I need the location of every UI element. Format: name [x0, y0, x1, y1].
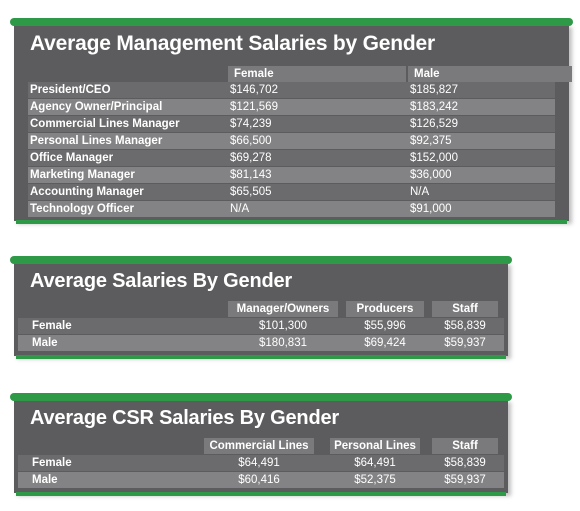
green-bottom-bar	[16, 492, 506, 496]
column-header-producers: Producers	[346, 301, 424, 317]
staff-value: $58,839	[444, 320, 486, 332]
table-row: President/CEO $146,702 $185,827	[28, 82, 555, 98]
row-label: Personal Lines Manager	[30, 135, 163, 147]
row-label: Office Manager	[30, 152, 114, 164]
male-value: $183,242	[410, 101, 458, 113]
male-value: N/A	[410, 186, 430, 198]
row-label: Accounting Manager	[30, 186, 144, 198]
row-label: Marketing Manager	[30, 169, 135, 181]
panel-title: Average Management Salaries by Gender	[30, 32, 435, 55]
table-row: Personal Lines Manager $66,500 $92,375	[28, 133, 555, 149]
panel-title: Average Salaries By Gender	[30, 270, 292, 292]
table-row: Male $60,416 $52,375 $59,937	[18, 472, 504, 488]
male-value: $126,529	[410, 118, 458, 130]
table-row: Technology Officer N/A $91,000	[28, 201, 555, 217]
staff-value: $59,937	[444, 337, 486, 349]
green-top-bar	[10, 393, 512, 401]
commercial-lines-value: $64,491	[238, 457, 280, 469]
row-label: Male	[32, 474, 58, 486]
table-row: Female $64,491 $64,491 $58,839	[18, 455, 504, 471]
table-row: Male $180,831 $69,424 $59,937	[18, 335, 504, 351]
table-row: Accounting Manager $65,505 N/A	[28, 184, 555, 200]
average-salaries-panel: Average Salaries By Gender Manager/Owner…	[10, 256, 512, 359]
row-label: Commercial Lines Manager	[30, 118, 180, 130]
green-top-bar	[10, 18, 573, 26]
green-top-bar	[10, 256, 512, 264]
table-header-row: Female Male	[28, 66, 572, 82]
management-salaries-panel: Average Management Salaries by Gender Fe…	[10, 18, 573, 224]
column-header-manager-owners: Manager/Owners	[228, 301, 338, 317]
row-label: Female	[32, 457, 72, 469]
column-header-female: Female	[228, 66, 406, 82]
table-row: Commercial Lines Manager $74,239 $126,52…	[28, 116, 555, 132]
female-value: $69,278	[230, 152, 272, 164]
producers-value: $55,996	[364, 320, 406, 332]
row-label: Male	[32, 337, 58, 349]
personal-lines-value: $64,491	[354, 457, 396, 469]
producers-value: $69,424	[364, 337, 406, 349]
female-value: $66,500	[230, 135, 272, 147]
male-value: $36,000	[410, 169, 452, 181]
row-label: Technology Officer	[30, 203, 134, 215]
staff-value: $59,937	[444, 474, 486, 486]
green-bottom-bar	[16, 355, 506, 359]
table-row: Marketing Manager $81,143 $36,000	[28, 167, 555, 183]
female-value: $74,239	[230, 118, 272, 130]
female-value: N/A	[230, 203, 250, 215]
personal-lines-value: $52,375	[354, 474, 396, 486]
female-value: $146,702	[230, 84, 278, 96]
table-header-row: Manager/Owners Producers Staff	[18, 301, 504, 317]
staff-value: $58,839	[444, 457, 486, 469]
column-header-commercial-lines: Commercial Lines	[204, 438, 314, 454]
row-label: Female	[32, 320, 72, 332]
green-bottom-bar	[16, 220, 567, 224]
female-value: $81,143	[230, 169, 272, 181]
panel-title: Average CSR Salaries By Gender	[30, 407, 339, 429]
manager-owners-value: $180,831	[259, 337, 307, 349]
male-value: $152,000	[410, 152, 458, 164]
table-row: Office Manager $69,278 $152,000	[28, 150, 555, 166]
csr-salaries-panel: Average CSR Salaries By Gender Commercia…	[10, 393, 512, 496]
column-header-staff: Staff	[432, 438, 498, 454]
male-value: $91,000	[410, 203, 452, 215]
female-value: $121,569	[230, 101, 278, 113]
column-header-staff: Staff	[432, 301, 498, 317]
manager-owners-value: $101,300	[259, 320, 307, 332]
male-value: $92,375	[410, 135, 452, 147]
row-label: President/CEO	[30, 84, 111, 96]
female-value: $65,505	[230, 186, 272, 198]
commercial-lines-value: $60,416	[238, 474, 280, 486]
table-row: Female $101,300 $55,996 $58,839	[18, 318, 504, 334]
table-row: Agency Owner/Principal $121,569 $183,242	[28, 99, 555, 115]
column-header-personal-lines: Personal Lines	[330, 438, 420, 454]
column-header-male: Male	[408, 66, 572, 82]
row-label: Agency Owner/Principal	[30, 101, 163, 113]
table-header-row: Commercial Lines Personal Lines Staff	[18, 438, 504, 454]
male-value: $185,827	[410, 84, 458, 96]
